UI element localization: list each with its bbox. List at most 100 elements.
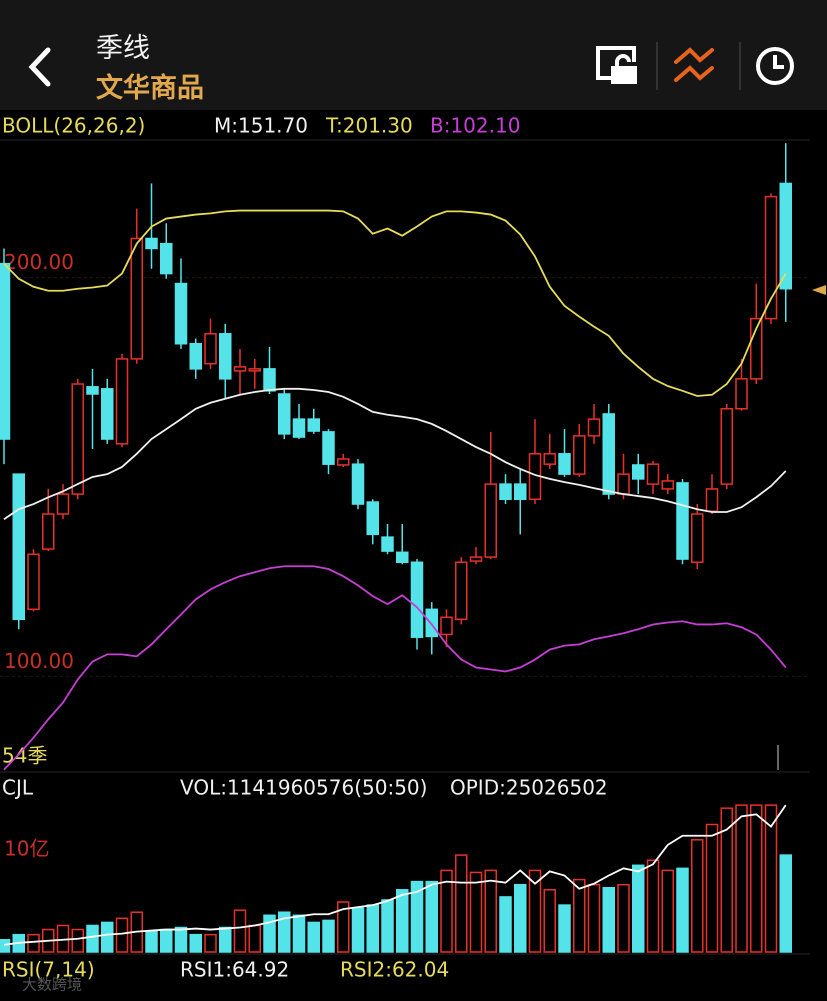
volume-bar bbox=[410, 880, 424, 953]
legend-m: M:151.70 bbox=[214, 114, 308, 138]
rsi1-label: RSI1:64.92 bbox=[180, 958, 289, 982]
candle-body bbox=[307, 418, 320, 432]
volume-bar bbox=[263, 914, 276, 953]
volume-bar bbox=[189, 933, 202, 953]
candle-body bbox=[410, 561, 424, 638]
candle-body bbox=[71, 383, 84, 495]
indicator-line bbox=[3, 209, 787, 397]
candle-body bbox=[322, 431, 335, 465]
volume-bar bbox=[764, 804, 778, 953]
boll-title: BOLL(26,26,2) bbox=[2, 114, 145, 138]
volume-bar bbox=[543, 889, 556, 953]
volume-bar bbox=[440, 869, 453, 953]
candle-body bbox=[233, 366, 247, 372]
unlock-screen-button[interactable] bbox=[596, 46, 637, 84]
candle-body bbox=[484, 483, 497, 558]
candle-body bbox=[366, 501, 379, 536]
indicator-button[interactable] bbox=[674, 47, 714, 82]
header-icons bbox=[28, 42, 794, 90]
indicator-line bbox=[3, 387, 787, 520]
indicator-line bbox=[3, 565, 787, 771]
volume-bar bbox=[602, 886, 615, 953]
candle-body bbox=[145, 237, 158, 250]
volume-bar bbox=[366, 904, 379, 953]
volume-bar bbox=[248, 924, 261, 953]
candle-body bbox=[514, 483, 527, 501]
back-button[interactable] bbox=[28, 47, 51, 87]
volume-bar bbox=[558, 904, 571, 953]
chart: BOLL(26,26,2) M:151.70 T:201.30 B:102.10… bbox=[0, 110, 827, 1001]
volume-bar bbox=[514, 883, 527, 953]
candle-body bbox=[661, 480, 674, 490]
volume-bar bbox=[278, 911, 291, 953]
time-button[interactable] bbox=[756, 47, 794, 85]
candle-body bbox=[42, 513, 55, 550]
legend-t: T:201.30 bbox=[325, 114, 413, 138]
candle-body bbox=[278, 393, 291, 435]
indicator-line bbox=[3, 804, 787, 946]
candle-body bbox=[101, 388, 114, 440]
volume-label: VOL:1141960576(50:50) bbox=[180, 776, 427, 800]
candle-body bbox=[469, 556, 483, 562]
instrument-name: 文华商品 bbox=[96, 73, 204, 104]
volume-bar bbox=[779, 854, 792, 953]
volume-bar bbox=[484, 869, 497, 953]
candle-body bbox=[425, 608, 438, 638]
candle-body bbox=[56, 493, 70, 515]
candle-body bbox=[174, 282, 188, 345]
candle-body bbox=[455, 561, 468, 621]
candle-body bbox=[499, 483, 512, 501]
y-tick-label: 200.00 bbox=[4, 250, 74, 274]
volume-bar bbox=[425, 880, 438, 953]
volume-bar bbox=[528, 869, 542, 953]
price-marker bbox=[812, 285, 826, 295]
volume-bar bbox=[145, 930, 158, 953]
volume-bar bbox=[86, 924, 99, 953]
candle-body bbox=[189, 343, 202, 370]
candle-body bbox=[292, 418, 306, 438]
volume-bar bbox=[351, 907, 365, 953]
rsi2-label: RSI2:62.04 bbox=[340, 958, 449, 982]
volume-bar bbox=[233, 909, 247, 953]
candle-body bbox=[440, 616, 453, 636]
header: 季线 文华商品 bbox=[0, 0, 827, 110]
volume-bar bbox=[337, 901, 350, 953]
candle-body bbox=[337, 458, 350, 466]
candle-body bbox=[558, 453, 571, 475]
candle-body bbox=[12, 473, 25, 621]
volume-bar bbox=[204, 933, 217, 953]
candle-body bbox=[381, 536, 394, 552]
volume-bar bbox=[676, 867, 689, 953]
candle-body bbox=[248, 368, 261, 372]
candle-body bbox=[0, 262, 11, 440]
candle-body bbox=[646, 463, 660, 485]
rsi-title: RSI(7,14) bbox=[2, 958, 95, 982]
volume-bar bbox=[160, 928, 173, 953]
candle-body bbox=[676, 482, 689, 560]
volume-bar bbox=[617, 883, 630, 953]
candle-body bbox=[86, 386, 99, 395]
volume-bar bbox=[573, 878, 586, 953]
volume-bar bbox=[735, 804, 748, 953]
candle-body bbox=[617, 473, 630, 495]
candle-body bbox=[130, 237, 143, 360]
volume-bar bbox=[499, 896, 512, 953]
candle-body bbox=[219, 333, 232, 380]
candle-body bbox=[750, 317, 763, 380]
opid-label: OPID:25026502 bbox=[450, 776, 608, 800]
legend-b: B:102.10 bbox=[430, 114, 520, 138]
period-title: 季线 bbox=[96, 33, 150, 64]
candle-body bbox=[602, 413, 615, 495]
volume-bar bbox=[691, 839, 704, 953]
volume-title: CJL bbox=[2, 776, 34, 800]
volume-bar bbox=[455, 854, 468, 953]
volume-bar bbox=[705, 823, 719, 953]
volume-bar bbox=[720, 807, 733, 953]
candle-body bbox=[691, 513, 704, 564]
candle-body bbox=[204, 333, 217, 365]
candle-body bbox=[720, 407, 733, 485]
candle-body bbox=[779, 182, 792, 290]
candle-body bbox=[764, 195, 778, 320]
y-tick-label: 100.00 bbox=[4, 649, 74, 673]
